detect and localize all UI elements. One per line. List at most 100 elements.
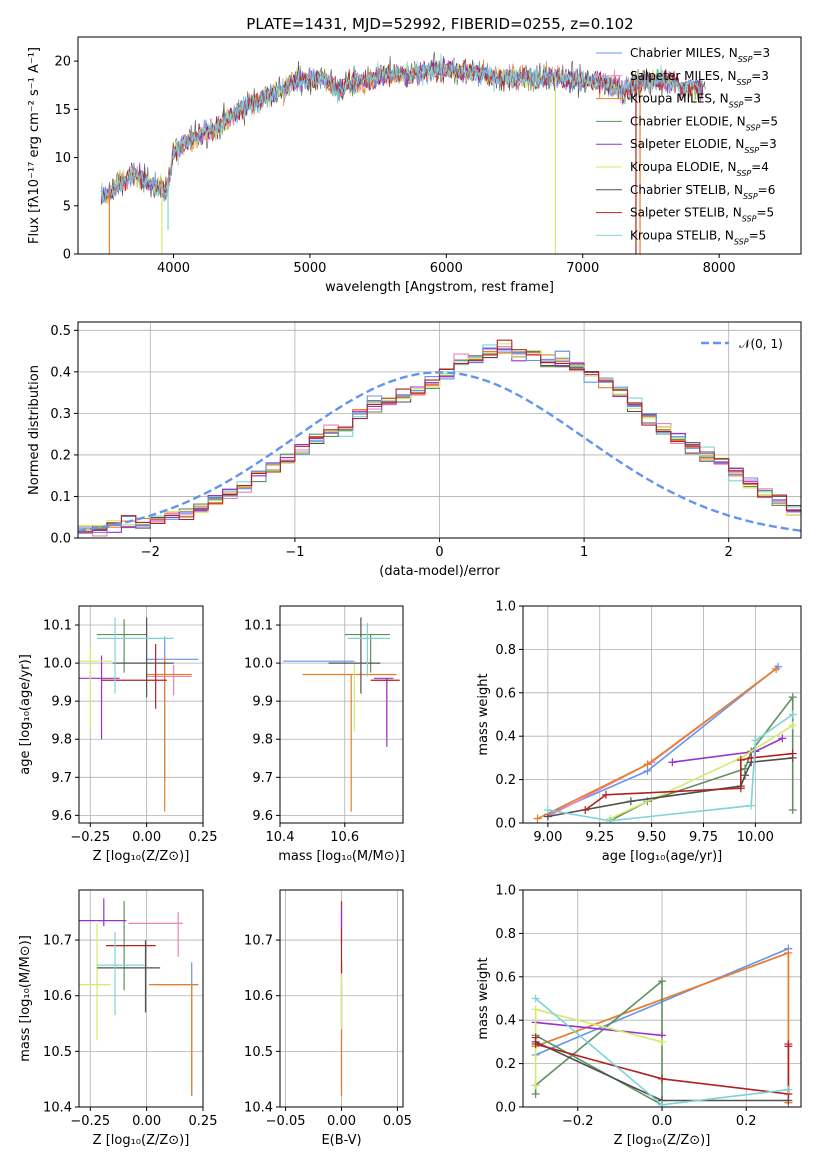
errorbar-point (373, 677, 394, 747)
x-axis-label: E(B-V) (321, 1133, 361, 1148)
weight-marker (788, 710, 797, 719)
legend-suffix: =6 (758, 183, 776, 197)
chart-mass-age: 10.4 10.6 9.6 9.7 9.8 9.9 10.0 10.1 mass [log₁₀(… (244, 605, 405, 864)
legend-label: Salpeter STELIB, N (630, 206, 742, 220)
x-tick-label: 9.50 (637, 830, 666, 845)
axes-frame (279, 605, 404, 824)
legend-label: Kroupa STELIB, N (630, 228, 734, 242)
y-axis-label: mass weight (476, 673, 491, 755)
y-axis-label: age [log₁₀(age/yr)] (18, 654, 33, 775)
plot-area (79, 898, 199, 1096)
legend-entry: Salpeter ELODIE, NSSP=3 (630, 137, 777, 155)
legend-label: Chabrier MILES, N (630, 46, 738, 60)
axes-frame (78, 605, 204, 824)
y-tick-label: 9.8 (51, 733, 72, 748)
x-tick-label: 5000 (293, 261, 326, 276)
legend-sub: SSP (737, 169, 752, 178)
y-tick-label: 0.0 (50, 532, 71, 547)
legend-suffix: =3 (759, 137, 777, 151)
y-tick-label: 10.4 (43, 1101, 72, 1116)
y-tick-label: 0.6 (495, 970, 516, 985)
weight-marker (601, 790, 610, 799)
legend-sub: SSP (743, 191, 758, 200)
weight-marker (643, 760, 652, 769)
y-tick-label: 9.6 (51, 809, 72, 824)
weight-marker (531, 1081, 540, 1090)
plot-area (531, 944, 793, 1107)
y-tick-label: 0.5 (50, 324, 71, 339)
errorbar-point (112, 617, 174, 698)
y-tick-label: 0.8 (495, 927, 516, 942)
figure-title: PLATE=1431, MJD=52992, FIBERID=0255, z=0… (246, 15, 633, 33)
chart-z-age: −0.25 0.00 0.25 9.6 9.7 9.8 9.9 10.0 10.1 Z [log₁… (18, 605, 217, 864)
legend-entry: 𝒩(0, 1) (739, 337, 783, 351)
y-tick-label: 10.0 (43, 657, 72, 672)
weight-marker (581, 805, 590, 814)
x-axis-label: age [log₁₀(age/yr)] (602, 849, 723, 864)
weight-marker (751, 736, 760, 745)
x-tick-label: 10.00 (737, 830, 774, 845)
y-tick-label: 9.7 (252, 771, 273, 786)
plot-area (79, 617, 199, 812)
legend-label: Kroupa MILES, N (630, 92, 729, 106)
errorbar-point (79, 655, 120, 740)
errorbar-point (146, 665, 192, 696)
x-tick-label: 4000 (157, 261, 190, 276)
x-tick-label: 1 (580, 545, 588, 560)
legend-sub: SSP (734, 237, 749, 246)
legend-label: Salpeter MILES, N (630, 69, 737, 83)
legend-suffix: =3 (743, 92, 761, 106)
weight-marker (531, 1089, 540, 1098)
weight-marker (778, 734, 787, 743)
x-tick-label: −1 (285, 545, 304, 560)
axes-frame (77, 36, 802, 255)
y-tick-label: 10.1 (244, 619, 273, 634)
errorbar-point (146, 636, 199, 782)
weight-marker (531, 994, 540, 1003)
y-tick-label: 5 (63, 199, 71, 214)
weight-marker (788, 805, 797, 814)
x-axis-label: mass [log₁₀(M/M⊙)] (278, 849, 405, 864)
x-axis-label: wavelength [Angstrom, rest frame] (325, 280, 554, 295)
weight-marker (772, 664, 781, 673)
weight-marker (668, 758, 677, 767)
x-tick-label: 10.4 (266, 830, 295, 845)
x-tick-label: 0 (435, 545, 443, 560)
y-tick-label: 0.8 (495, 643, 516, 658)
x-tick-label: −0.25 (70, 830, 110, 845)
y-tick-label: 0.0 (495, 817, 516, 832)
plot-area (533, 662, 797, 823)
x-tick-label: 0.0 (652, 1114, 673, 1129)
weight-marker (736, 756, 745, 765)
errorbar-point (148, 983, 199, 1096)
legend-entry: Kroupa STELIB, NSSP=5 (630, 228, 766, 246)
weight-marker (784, 948, 793, 957)
weight-marker (533, 814, 542, 823)
axes-frame (78, 889, 204, 1108)
y-tick-label: 9.9 (51, 695, 72, 710)
legend-suffix: =5 (760, 114, 778, 128)
y-tick-label: 1.0 (495, 600, 516, 615)
y-tick-label: 0.6 (495, 686, 516, 701)
legend-label: Chabrier STELIB, N (630, 183, 743, 197)
x-tick-label: 9.75 (689, 830, 718, 845)
y-tick-label: 15 (54, 103, 71, 118)
x-tick-label: 0.00 (327, 1114, 356, 1129)
legend: 𝒩(0, 1) (701, 337, 783, 351)
plot-area (78, 339, 801, 537)
y-tick-label: 10.0 (244, 657, 273, 672)
x-tick-label: 0.05 (383, 1114, 412, 1129)
legend-entry: Chabrier STELIB, NSSP=6 (630, 183, 775, 201)
legend-entry: Kroupa ELODIE, NSSP=4 (630, 160, 769, 178)
x-axis-label: Z [log₁₀(Z/Z⊙)] (93, 1133, 190, 1148)
x-tick-label: 8000 (703, 261, 736, 276)
weight-marker (788, 693, 797, 702)
y-tick-label: 9.9 (252, 695, 273, 710)
errorbar-point (347, 623, 391, 677)
weight-marker (788, 721, 797, 730)
legend-sub: SSP (744, 146, 759, 155)
legend-entry: Salpeter MILES, NSSP=3 (630, 69, 769, 87)
y-tick-label: 10 (54, 151, 71, 166)
weight-series-c8 (584, 752, 793, 811)
x-tick-label: 0.25 (189, 1114, 218, 1129)
